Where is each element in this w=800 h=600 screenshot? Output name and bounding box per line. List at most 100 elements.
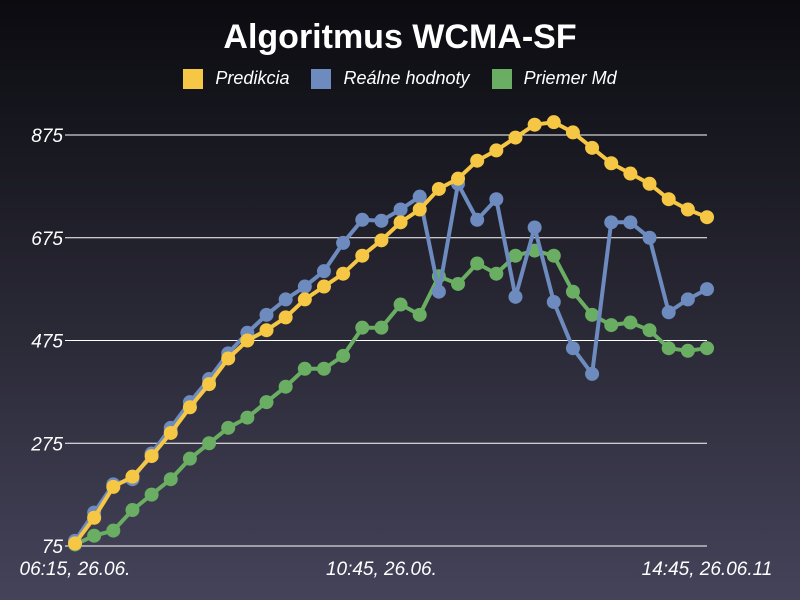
chart-title: Algoritmus WCMA-SF (223, 18, 577, 56)
data-point-realne-hodnoty (565, 341, 580, 356)
data-point-priemer-md (336, 348, 351, 363)
data-point-priemer-md (87, 528, 102, 543)
data-point-predikcia (604, 156, 619, 171)
legend-item-realne-hodnoty: Reálne hodnoty (311, 68, 470, 89)
data-point-realne-hodnoty (585, 366, 600, 381)
data-point-predikcia (489, 143, 504, 158)
data-point-predikcia (565, 125, 580, 140)
data-point-realne-hodnoty (412, 189, 427, 204)
data-point-realne-hodnoty (259, 307, 274, 322)
data-point-priemer-md (546, 248, 561, 263)
data-point-realne-hodnoty (278, 292, 293, 307)
data-point-priemer-md (565, 284, 580, 299)
data-point-predikcia (202, 377, 217, 392)
data-point-realne-hodnoty (623, 215, 638, 230)
data-point-predikcia (278, 310, 293, 325)
data-point-predikcia (508, 130, 523, 145)
data-point-realne-hodnoty (489, 192, 504, 207)
data-point-predikcia (700, 210, 714, 225)
series-line-predikcia (73, 120, 708, 545)
data-point-predikcia (336, 266, 351, 281)
legend-swatch-realne-hodnoty (311, 68, 332, 89)
legend-item-priemer-md: Priemer Md (491, 68, 617, 89)
legend-swatch-priemer-md (491, 68, 512, 89)
data-point-priemer-md (355, 320, 370, 335)
data-point-priemer-md (680, 343, 695, 358)
legend-label-predikcia: Predikcia (215, 68, 290, 88)
data-point-predikcia (623, 166, 638, 181)
legend-item-predikcia: Predikcia (183, 68, 289, 89)
data-point-realne-hodnoty (546, 294, 561, 309)
data-point-predikcia (221, 351, 236, 366)
y-tick-label: 75 (42, 537, 64, 558)
data-point-predikcia (259, 323, 274, 338)
data-point-realne-hodnoty (393, 202, 408, 217)
y-tick-label: 475 (31, 332, 63, 353)
legend-label-realne-hodnoty: Reálne hodnoty (343, 68, 470, 88)
data-point-predikcia (106, 479, 121, 494)
series-line-realne-hodnoty (73, 181, 708, 543)
data-point-priemer-md (259, 395, 274, 410)
data-point-priemer-md (125, 503, 140, 518)
legend-label-priemer-md: Priemer Md (523, 68, 617, 88)
data-point-priemer-md (700, 341, 714, 356)
data-point-predikcia (182, 400, 197, 415)
data-point-realne-hodnoty (336, 235, 351, 250)
data-point-priemer-md (642, 323, 657, 338)
data-point-priemer-md (604, 318, 619, 333)
data-point-realne-hodnoty (316, 264, 331, 279)
data-point-realne-hodnoty (680, 292, 695, 307)
data-point-priemer-md (202, 436, 217, 451)
data-point-priemer-md (163, 472, 178, 487)
y-tick-label: 275 (30, 434, 63, 455)
data-point-priemer-md (393, 297, 408, 312)
data-point-priemer-md (278, 379, 293, 394)
data-point-realne-hodnoty (508, 289, 523, 304)
data-point-priemer-md (412, 307, 427, 322)
data-point-realne-hodnoty (661, 305, 676, 320)
data-point-priemer-md (451, 276, 466, 291)
data-point-priemer-md (374, 320, 389, 335)
data-point-predikcia (527, 117, 542, 132)
data-point-priemer-md (297, 361, 312, 376)
data-point-predikcia (680, 202, 695, 217)
series-line-priemer-md (74, 248, 708, 547)
data-point-predikcia (431, 181, 446, 196)
data-point-predikcia (297, 292, 312, 307)
y-tick-label: 875 (31, 126, 63, 147)
data-point-predikcia (316, 279, 331, 294)
y-tick-label: 675 (31, 229, 63, 250)
data-point-predikcia (125, 469, 140, 484)
legend-swatch-predikcia (183, 68, 204, 89)
data-point-realne-hodnoty (470, 212, 485, 227)
data-point-predikcia (451, 171, 466, 186)
data-point-predikcia (642, 176, 657, 191)
data-point-predikcia (661, 192, 676, 207)
data-point-predikcia (585, 140, 600, 155)
data-point-priemer-md (585, 307, 600, 322)
data-point-predikcia (374, 233, 389, 248)
data-point-realne-hodnoty (355, 212, 370, 227)
data-point-priemer-md (508, 248, 523, 263)
data-point-predikcia (470, 153, 485, 168)
data-point-priemer-md (470, 256, 485, 271)
data-point-priemer-md (221, 420, 236, 435)
data-point-realne-hodnoty (642, 230, 657, 245)
data-point-predikcia (68, 536, 82, 551)
data-point-priemer-md (661, 341, 676, 356)
data-point-predikcia (163, 425, 178, 440)
data-point-predikcia (355, 248, 370, 263)
x-tick-label: 10:45, 26.06. (326, 559, 437, 580)
data-point-priemer-md (623, 315, 638, 330)
data-point-priemer-md (316, 361, 331, 376)
data-point-predikcia (240, 333, 255, 348)
data-point-predikcia (144, 449, 159, 464)
data-point-realne-hodnoty (431, 284, 446, 299)
data-point-priemer-md (489, 266, 504, 281)
data-point-realne-hodnoty (604, 215, 619, 230)
data-point-realne-hodnoty (374, 213, 389, 228)
data-point-priemer-md (144, 487, 159, 502)
data-point-predikcia (546, 115, 561, 130)
data-point-priemer-md (240, 410, 255, 425)
